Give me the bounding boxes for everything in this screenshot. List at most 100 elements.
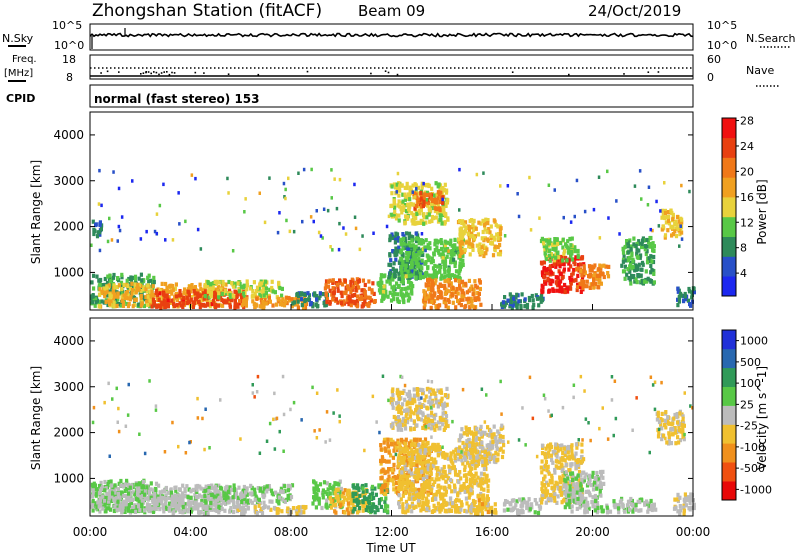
range-cell (209, 286, 213, 291)
range-cell (569, 277, 573, 282)
range-cell (485, 498, 489, 503)
range-cell (568, 285, 572, 290)
range-cell (203, 493, 207, 499)
range-cell (281, 497, 285, 502)
range-cell (383, 470, 387, 476)
range-cell (432, 293, 436, 298)
range-cell (453, 263, 457, 268)
range-cell (553, 242, 557, 247)
range-cell (236, 504, 240, 509)
range-cell (434, 278, 438, 283)
range-cell (431, 266, 436, 271)
range-cell (419, 238, 423, 243)
range-cell (321, 292, 325, 297)
range-cell (338, 278, 342, 283)
range-cell (397, 493, 401, 498)
range-cell (405, 505, 409, 510)
range-cell (626, 242, 629, 246)
range-cell (220, 506, 224, 512)
range-cell (349, 303, 353, 308)
range-cell (395, 281, 399, 286)
range-cell (96, 500, 100, 505)
range-cell (417, 498, 421, 503)
range-cell (676, 289, 680, 294)
range-cell (275, 295, 279, 300)
range-cell (227, 489, 231, 495)
range-cell (131, 497, 135, 502)
range-cell (245, 296, 249, 301)
range-cell (629, 244, 633, 249)
range-cell (390, 468, 394, 473)
range-cell (623, 246, 626, 250)
range-cell (462, 291, 466, 296)
range-cell (424, 296, 428, 301)
range-cell (439, 246, 444, 251)
range-cell (471, 438, 475, 443)
range-cell (249, 499, 253, 504)
range-cell (164, 498, 168, 503)
range-cell (542, 266, 546, 272)
range-cell (562, 215, 565, 220)
range-cell (124, 502, 128, 507)
range-cell (639, 273, 643, 278)
range-cell (409, 466, 413, 471)
range-cell (209, 500, 213, 506)
range-cell (551, 279, 555, 284)
range-cell (673, 229, 677, 234)
range-cell (149, 495, 153, 500)
range-cell (397, 199, 401, 204)
range-cell (292, 229, 296, 234)
range-cell (217, 280, 221, 285)
range-cell (203, 488, 207, 494)
range-cell (423, 469, 427, 474)
range-cell (647, 244, 652, 249)
range-cell (573, 262, 577, 267)
range-cell (447, 249, 450, 253)
range-cell (411, 450, 415, 455)
range-cell (324, 502, 328, 507)
range-cell (427, 273, 431, 278)
range-cell (566, 239, 570, 244)
range-cell (416, 455, 420, 460)
range-cell (597, 175, 601, 179)
range-cell (485, 247, 489, 252)
range-cell (438, 303, 442, 308)
range-cell (525, 305, 529, 310)
range-cell (120, 272, 124, 277)
range-cell (399, 256, 403, 261)
range-cell (113, 294, 117, 299)
range-cell (220, 497, 224, 502)
range-cell (97, 504, 101, 509)
range-cell (405, 181, 409, 186)
range-cell (209, 492, 213, 497)
range-cell (644, 269, 648, 274)
range-cell (178, 509, 182, 514)
range-cell (382, 274, 386, 279)
range-cell (473, 279, 477, 284)
range-cell (197, 300, 201, 305)
range-cell (237, 289, 241, 294)
range-cell (494, 443, 499, 448)
range-cell (420, 196, 424, 201)
range-cell (150, 304, 154, 309)
range-cell (674, 234, 679, 239)
range-cell (228, 509, 232, 514)
range-cell (417, 487, 421, 492)
range-cell (143, 496, 147, 501)
range-cell (598, 271, 603, 276)
range-cell (582, 279, 586, 284)
beam-label: Beam 09 (358, 2, 425, 20)
range-cell (426, 280, 431, 285)
range-cell (626, 258, 630, 263)
range-cell (405, 458, 409, 463)
range-cell (313, 293, 317, 298)
range-cell (561, 274, 565, 279)
range-cell (599, 264, 603, 269)
range-cell (467, 278, 471, 283)
range-cell (548, 278, 552, 283)
range-cell (520, 292, 524, 297)
range-cell (516, 192, 519, 196)
range-cell (388, 237, 392, 242)
range-cell (676, 286, 680, 291)
range-cell (485, 473, 489, 478)
